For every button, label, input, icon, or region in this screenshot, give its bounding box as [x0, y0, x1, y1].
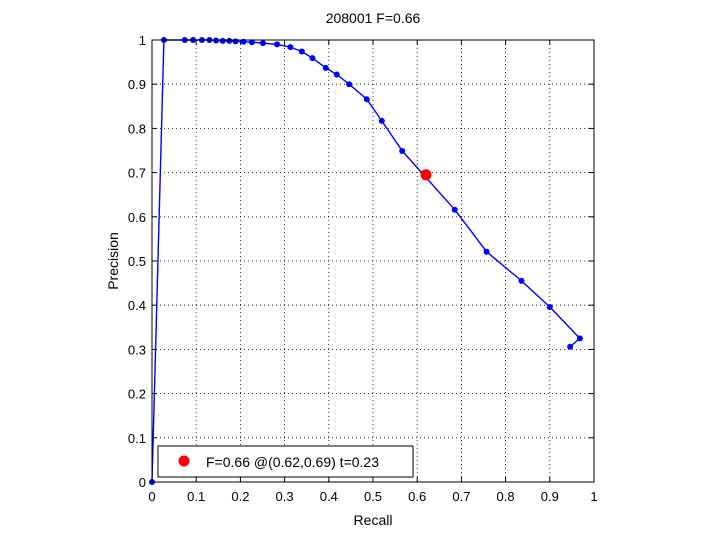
series-point: [378, 117, 385, 124]
y-tick-label: 0.2: [128, 387, 146, 402]
plot-frame: [151, 39, 595, 483]
series-point: [399, 147, 406, 154]
y-tick-label: 0.7: [128, 166, 146, 181]
x-tick-label: 0.5: [364, 489, 382, 504]
x-axis-label: Recall: [354, 512, 393, 528]
x-tick-label: 0.6: [408, 489, 426, 504]
x-tick-label: 0.4: [320, 489, 338, 504]
legend-label: F=0.66 @(0.62,0.69) t=0.23: [206, 454, 379, 470]
y-tick-label: 0.1: [128, 431, 146, 446]
series-point: [226, 37, 233, 44]
series-point: [274, 41, 281, 48]
series-point: [576, 335, 583, 342]
series-point: [483, 248, 490, 255]
x-tick-label: 1: [590, 489, 597, 504]
legend-box: [157, 445, 414, 478]
series-point: [259, 40, 266, 47]
legend-marker: [178, 455, 190, 467]
x-tick-label: 0.3: [276, 489, 294, 504]
best-f-layer: [420, 169, 432, 181]
series-point: [567, 343, 574, 350]
y-tick-label: 0.4: [128, 298, 146, 313]
y-axis-label: Precision: [105, 232, 121, 290]
x-tick-labels: 0 0.1 0.2 0.3 0.4 0.5 0.6 0.7 0.8 0.9 1: [148, 489, 597, 504]
series-point: [346, 81, 353, 88]
legend: F=0.66 @(0.62,0.69) t=0.23: [157, 445, 414, 478]
x-tick-label: 0.8: [497, 489, 515, 504]
x-tick-label: 0.7: [452, 489, 470, 504]
x-tick-label: 0.2: [231, 489, 249, 504]
y-tick-labels: 0 0.1 0.2 0.3 0.4 0.5 0.6 0.7 0.8 0.9 1: [128, 33, 146, 490]
series-point: [232, 38, 239, 45]
series-point: [333, 71, 340, 78]
series-point: [546, 303, 553, 310]
y-tick-label: 0: [139, 475, 146, 490]
x-tick-label: 0.1: [187, 489, 205, 504]
series-point: [451, 206, 458, 213]
series-point: [309, 55, 316, 62]
grid-lines: [152, 40, 594, 482]
y-tick-label: 1: [139, 33, 146, 48]
series-point: [219, 37, 226, 44]
series-point: [298, 48, 305, 55]
series-point: [322, 64, 329, 71]
series-point: [248, 39, 255, 46]
y-tick-label: 0.5: [128, 254, 146, 269]
y-tick-label: 0.9: [128, 77, 146, 92]
y-tick-label: 0.3: [128, 342, 146, 357]
x-tick-label: 0.9: [541, 489, 559, 504]
y-tick-label: 0.6: [128, 210, 146, 225]
best-f-point: [420, 169, 432, 181]
chart-title: 208001 F=0.66: [326, 10, 421, 26]
series-point: [518, 277, 525, 284]
series-point: [287, 44, 294, 51]
y-tick-label: 0.8: [128, 121, 146, 136]
x-tick-label: 0: [148, 489, 155, 504]
series-point: [363, 96, 370, 103]
